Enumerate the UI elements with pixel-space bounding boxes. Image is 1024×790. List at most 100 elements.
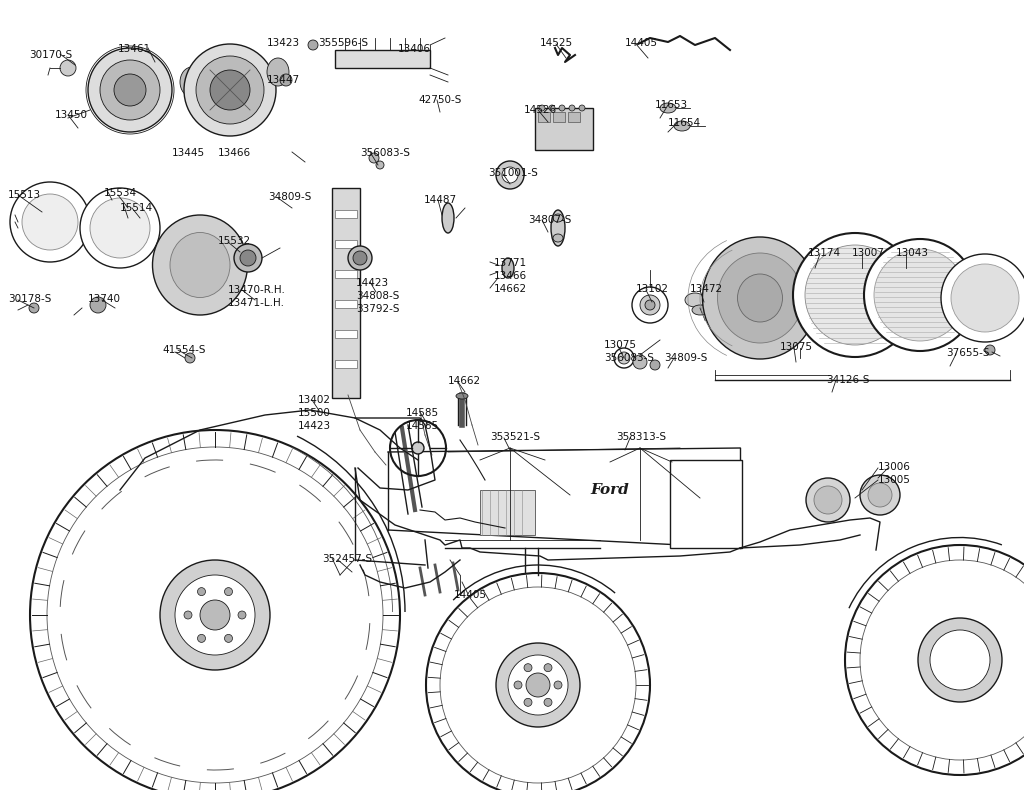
Text: 14565: 14565	[406, 421, 439, 431]
Ellipse shape	[442, 203, 454, 233]
Circle shape	[196, 56, 264, 124]
Text: 13470-R.H.: 13470-R.H.	[228, 285, 286, 295]
Text: 30178-S: 30178-S	[8, 294, 51, 304]
Text: 352457-S: 352457-S	[322, 554, 372, 564]
Circle shape	[496, 161, 524, 189]
Text: 15513: 15513	[8, 190, 41, 200]
Circle shape	[539, 105, 545, 111]
Circle shape	[198, 588, 206, 596]
Circle shape	[160, 560, 270, 670]
Circle shape	[579, 105, 585, 111]
Circle shape	[941, 254, 1024, 342]
Circle shape	[524, 664, 532, 672]
Text: 13466: 13466	[218, 148, 251, 158]
Circle shape	[569, 105, 575, 111]
Text: 13445: 13445	[172, 148, 205, 158]
Bar	[332, 188, 360, 398]
Text: 34126-S: 34126-S	[826, 375, 869, 385]
Text: 13007: 13007	[852, 248, 885, 258]
Ellipse shape	[502, 258, 514, 278]
Text: Ford: Ford	[591, 483, 630, 497]
Text: 34809-S: 34809-S	[664, 353, 708, 363]
Circle shape	[951, 264, 1019, 332]
Circle shape	[930, 630, 990, 690]
Circle shape	[985, 345, 995, 355]
Circle shape	[184, 44, 276, 136]
Text: 14487: 14487	[424, 195, 457, 205]
Text: 15500: 15500	[298, 408, 331, 418]
Ellipse shape	[551, 210, 565, 246]
Ellipse shape	[553, 214, 563, 222]
Circle shape	[238, 611, 246, 619]
Circle shape	[526, 673, 550, 697]
Text: 13005: 13005	[878, 475, 911, 485]
Text: 13006: 13006	[878, 462, 911, 472]
Text: 353521-S: 353521-S	[490, 432, 540, 442]
Circle shape	[234, 244, 262, 272]
Circle shape	[645, 300, 655, 310]
Text: 13075: 13075	[780, 342, 813, 352]
Circle shape	[632, 287, 668, 323]
Circle shape	[200, 600, 230, 630]
Ellipse shape	[674, 121, 690, 131]
Ellipse shape	[685, 293, 705, 307]
Bar	[335, 240, 357, 248]
Bar	[538, 112, 550, 122]
Ellipse shape	[692, 305, 708, 315]
Bar	[535, 108, 593, 150]
Text: 13740: 13740	[88, 294, 121, 304]
Text: 14423: 14423	[298, 421, 331, 431]
Circle shape	[114, 74, 146, 106]
Circle shape	[805, 245, 905, 345]
Bar	[480, 490, 535, 535]
Circle shape	[224, 634, 232, 642]
Circle shape	[508, 655, 568, 715]
Circle shape	[633, 355, 647, 369]
Circle shape	[814, 486, 842, 514]
Ellipse shape	[456, 393, 468, 399]
Text: 13043: 13043	[896, 248, 929, 258]
Circle shape	[426, 573, 650, 790]
Circle shape	[544, 698, 552, 706]
Bar	[670, 460, 742, 548]
Text: 13771: 13771	[494, 258, 527, 268]
Text: 14662: 14662	[494, 284, 527, 294]
Bar	[568, 112, 580, 122]
Circle shape	[175, 575, 255, 655]
Text: 13447: 13447	[267, 75, 300, 85]
Text: 14526: 14526	[524, 105, 557, 115]
Circle shape	[210, 70, 250, 110]
Text: 15532: 15532	[218, 236, 251, 246]
Bar	[335, 300, 357, 308]
Circle shape	[90, 297, 106, 313]
Circle shape	[90, 198, 150, 258]
Text: 13472: 13472	[690, 284, 723, 294]
Circle shape	[224, 588, 232, 596]
Text: 13102: 13102	[636, 284, 669, 294]
Circle shape	[554, 681, 562, 689]
Text: 14525: 14525	[540, 38, 573, 48]
Ellipse shape	[267, 58, 289, 86]
Text: 14405: 14405	[454, 590, 487, 600]
Text: 13423: 13423	[267, 38, 300, 48]
Circle shape	[806, 478, 850, 522]
Circle shape	[60, 60, 76, 76]
Circle shape	[496, 643, 580, 727]
Circle shape	[864, 239, 976, 351]
Circle shape	[88, 48, 172, 132]
Text: 14405: 14405	[625, 38, 658, 48]
Ellipse shape	[153, 215, 248, 315]
Circle shape	[280, 74, 292, 86]
Bar	[335, 360, 357, 368]
Ellipse shape	[660, 103, 676, 113]
Text: 356083-S: 356083-S	[604, 353, 654, 363]
Circle shape	[868, 483, 892, 507]
Circle shape	[376, 161, 384, 169]
Circle shape	[549, 105, 555, 111]
Circle shape	[618, 352, 630, 364]
Circle shape	[650, 360, 660, 370]
Text: 355596-S: 355596-S	[318, 38, 368, 48]
Circle shape	[614, 348, 634, 368]
Text: 13466: 13466	[494, 271, 527, 281]
Circle shape	[353, 251, 367, 265]
